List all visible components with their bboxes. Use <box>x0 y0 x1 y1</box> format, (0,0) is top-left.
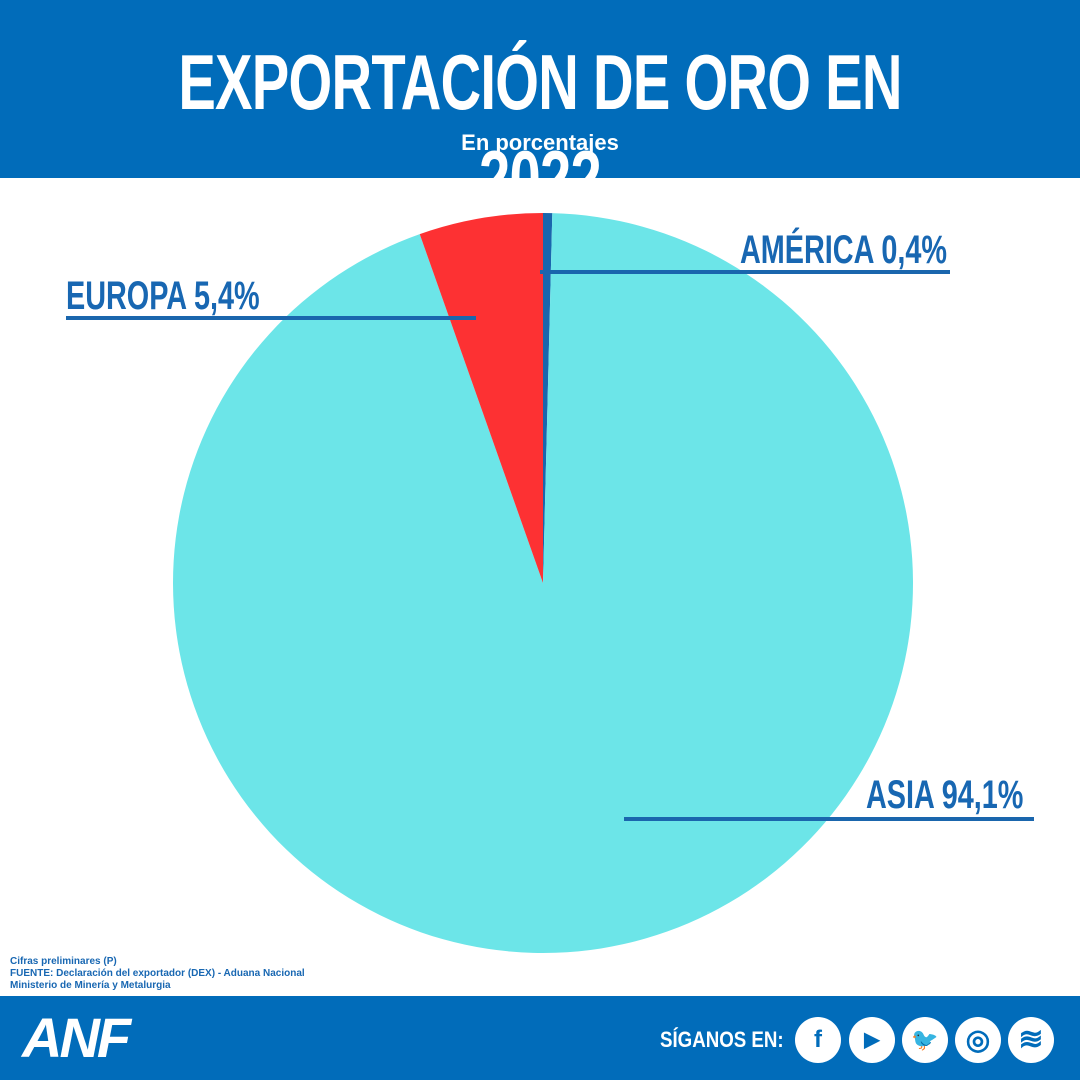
footer-bar <box>0 996 1080 1080</box>
spotify-icon[interactable]: ≋ <box>1008 1017 1054 1063</box>
leader-line-asia <box>624 817 1034 821</box>
source-line-1: Cifras preliminares (P) <box>10 956 117 967</box>
twitter-icon[interactable]: 🐦 <box>902 1017 948 1063</box>
source-line-2: FUENTE: Declaración del exportador (DEX)… <box>10 968 305 979</box>
pie-slice-america <box>543 213 553 583</box>
source-line-3: Ministerio de Minería y Metalurgia <box>10 980 171 991</box>
page-subtitle: En porcentajes <box>461 130 619 155</box>
follow-label: SÍGANOS EN: <box>660 1027 784 1052</box>
leader-line-europa <box>66 316 476 320</box>
pie-slice-europa <box>419 213 543 583</box>
page-title: EXPORTACIÓN DE ORO EN 2022 <box>178 38 902 222</box>
leader-line-america <box>540 270 950 274</box>
slice-label-america: AMÉRICA 0,4% <box>740 228 947 272</box>
facebook-icon[interactable]: f <box>795 1017 841 1063</box>
youtube-icon[interactable]: ▶ <box>849 1017 895 1063</box>
instagram-icon[interactable]: ◎ <box>955 1017 1001 1063</box>
source-note: Cifras preliminares (P) FUENTE: Declarac… <box>10 956 305 992</box>
header-bar <box>0 0 1080 178</box>
slice-label-asia: ASIA 94,1% <box>866 773 1024 817</box>
pie-slice-asia <box>173 213 914 954</box>
anf-logo: ANF <box>22 1006 131 1069</box>
slice-label-europa: EUROPA 5,4% <box>66 274 260 318</box>
